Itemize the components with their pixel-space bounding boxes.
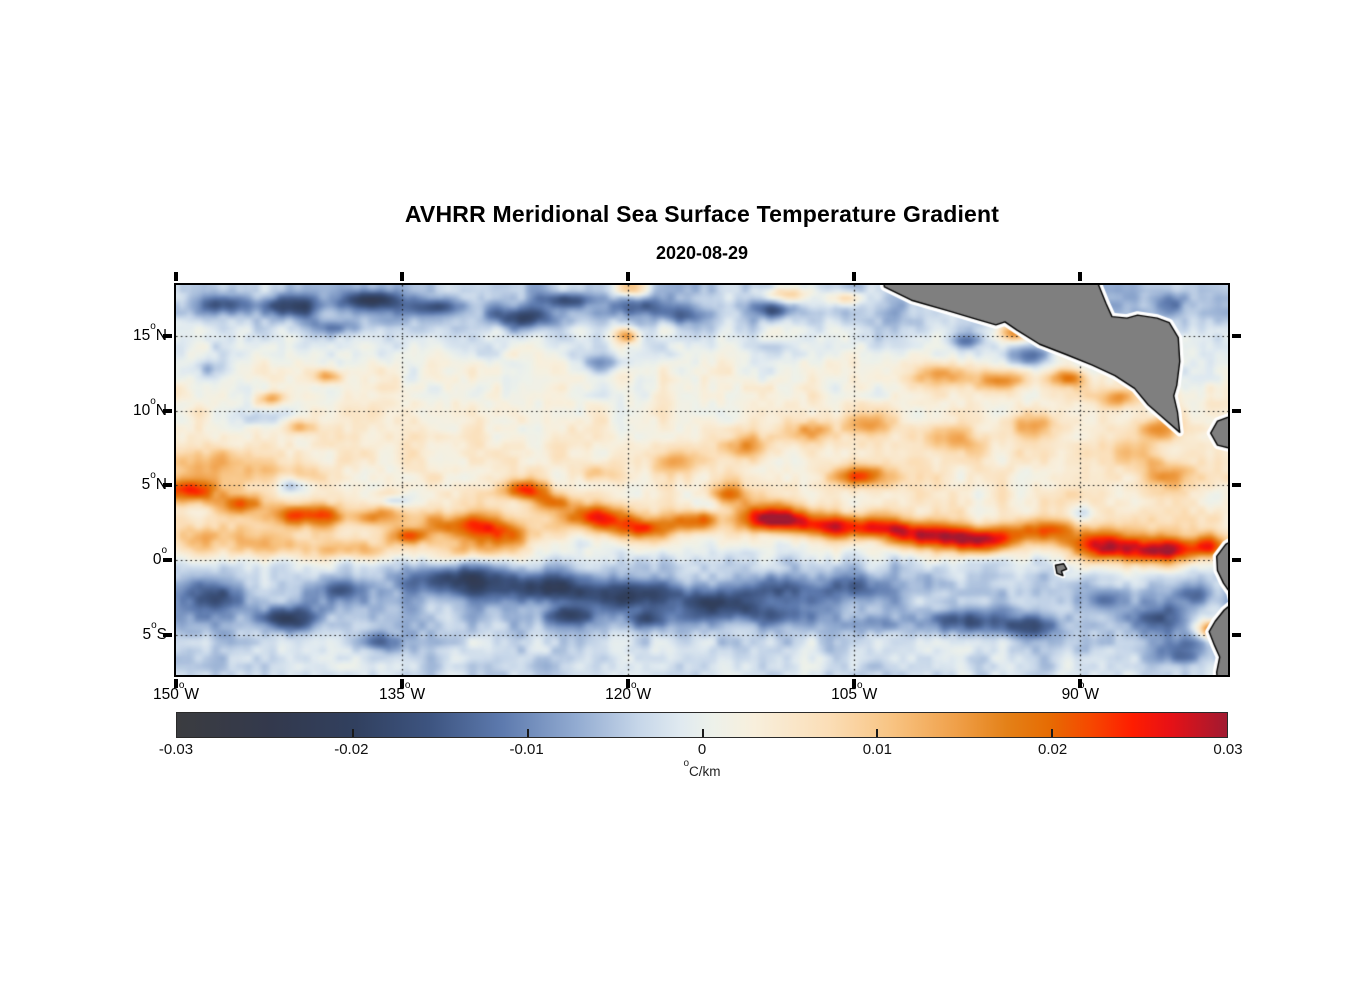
x-tick-mark-top (400, 272, 405, 281)
degree-symbol: o (683, 757, 690, 769)
colorbar-tick-label: -0.01 (509, 741, 544, 758)
y-tick-mark-left (163, 483, 172, 488)
degree-symbol: o (178, 679, 185, 691)
x-tick-label: 135oW (379, 679, 426, 703)
degree-symbol: o (1078, 679, 1085, 691)
y-tick-mark-right (1232, 558, 1241, 563)
y-tick-mark-left (163, 632, 172, 637)
colorbar-tick-mark (351, 728, 354, 737)
chart-title: AVHRR Meridional Sea Surface Temperature… (404, 201, 1000, 227)
colorbar-tick-label: 0.03 (1213, 741, 1243, 758)
colorbar-tick-label: 0.02 (1038, 741, 1068, 758)
colorbar-unit-label: oC/km (176, 758, 1228, 779)
x-tick-mark-bottom (852, 679, 857, 688)
degree-symbol: o (630, 679, 637, 691)
y-tick-label: 5oN (141, 470, 167, 494)
x-tick-mark-bottom (626, 679, 631, 688)
colorbar-unit-text: C/km (689, 764, 721, 779)
colorbar-tick-mark (1051, 728, 1054, 737)
degree-symbol: o (404, 679, 411, 691)
x-tick-label: 90oW (1061, 679, 1100, 703)
degree-symbol: o (161, 544, 167, 556)
y-tick-mark-right (1232, 632, 1241, 637)
colorbar-tick-label: -0.03 (158, 741, 194, 758)
x-tick-mark-bottom (400, 679, 405, 688)
colorbar-tick-mark (876, 728, 879, 737)
colorbar-tick-label: 0.01 (862, 741, 892, 758)
sst-gradient-heatmap (176, 285, 1228, 675)
degree-symbol: o (857, 679, 863, 691)
y-tick-mark-right (1232, 334, 1241, 339)
colorbar (176, 712, 1228, 738)
y-tick-mark-left (163, 558, 172, 563)
x-tick-mark-bottom (174, 679, 178, 688)
chart-subtitle-date: 2020-08-29 (655, 243, 749, 263)
colorbar-tick-label: -0.02 (334, 741, 369, 758)
x-tick-mark-top (852, 272, 857, 281)
y-tick-mark-left (163, 334, 172, 339)
y-tick-label: 0o (152, 544, 167, 569)
degree-symbol: o (150, 395, 156, 407)
colorbar-tick-mark (701, 728, 704, 737)
colorbar-tick-label: 0 (697, 741, 707, 758)
y-tick-label: 15oN (132, 320, 167, 345)
x-tick-mark-top (626, 272, 631, 281)
colorbar-tick-mark (526, 728, 529, 737)
y-tick-label: 5oS (142, 619, 167, 643)
y-tick-label: 10oN (132, 395, 167, 419)
x-tick-mark-top (1078, 272, 1083, 281)
y-tick-mark-left (163, 408, 172, 413)
y-tick-mark-right (1232, 408, 1241, 413)
degree-symbol: o (151, 619, 157, 631)
x-tick-mark-top (174, 272, 178, 281)
y-tick-mark-right (1232, 483, 1241, 488)
x-tick-label: 150oW (152, 679, 200, 703)
x-tick-label: 105oW (831, 679, 878, 703)
degree-symbol: o (150, 470, 156, 482)
x-tick-mark-bottom (1078, 679, 1083, 688)
map-plot (163, 272, 1241, 688)
degree-symbol: o (150, 320, 156, 332)
x-tick-label: 120oW (605, 679, 652, 703)
